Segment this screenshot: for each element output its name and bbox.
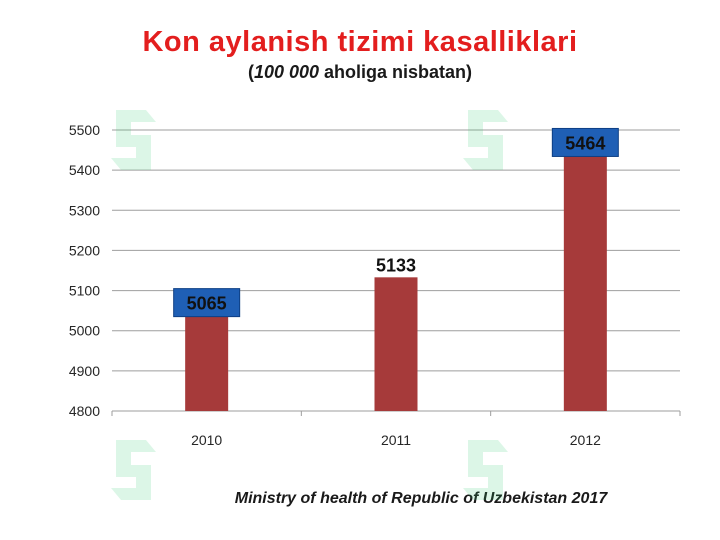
data-label: 5065 [187, 294, 227, 314]
subtitle-emphasis: 100 000 [253, 62, 320, 82]
watermark-logo-icon [463, 110, 508, 170]
y-tick-label: 5400 [69, 162, 100, 178]
y-tick-label: 5300 [69, 202, 100, 218]
bar [374, 277, 418, 411]
watermark-logo-icon [111, 110, 156, 170]
x-tick-label: 2012 [570, 432, 601, 448]
chart-title: Kon aylanish tizimi kasalliklari [142, 26, 578, 58]
source-caption: Ministry of health of Republic of Uzbeki… [234, 490, 608, 507]
bar [185, 304, 229, 411]
subtitle-rest: aholiga nisbatan) [319, 62, 473, 82]
data-label-box [173, 288, 241, 318]
subtitle-open: ( [247, 62, 254, 82]
bar [563, 144, 607, 412]
data-label: 5133 [376, 255, 416, 275]
y-tick-label: 5000 [69, 323, 100, 339]
y-tick-label: 5100 [69, 283, 100, 299]
y-tick-label: 4800 [69, 403, 100, 419]
data-label-box [551, 127, 619, 157]
y-tick-label: 5500 [69, 122, 100, 138]
data-label: 5464 [565, 133, 605, 153]
y-tick-label: 5200 [69, 242, 100, 258]
x-tick-label: 2011 [381, 432, 411, 448]
watermark-logo-icon [463, 440, 508, 500]
chart-subtitle: (100 000 aholiga nisbatan) [0, 62, 720, 83]
watermark-logo-icon [111, 440, 156, 500]
x-tick-label: 2010 [191, 432, 222, 448]
y-tick-label: 4900 [69, 363, 100, 379]
